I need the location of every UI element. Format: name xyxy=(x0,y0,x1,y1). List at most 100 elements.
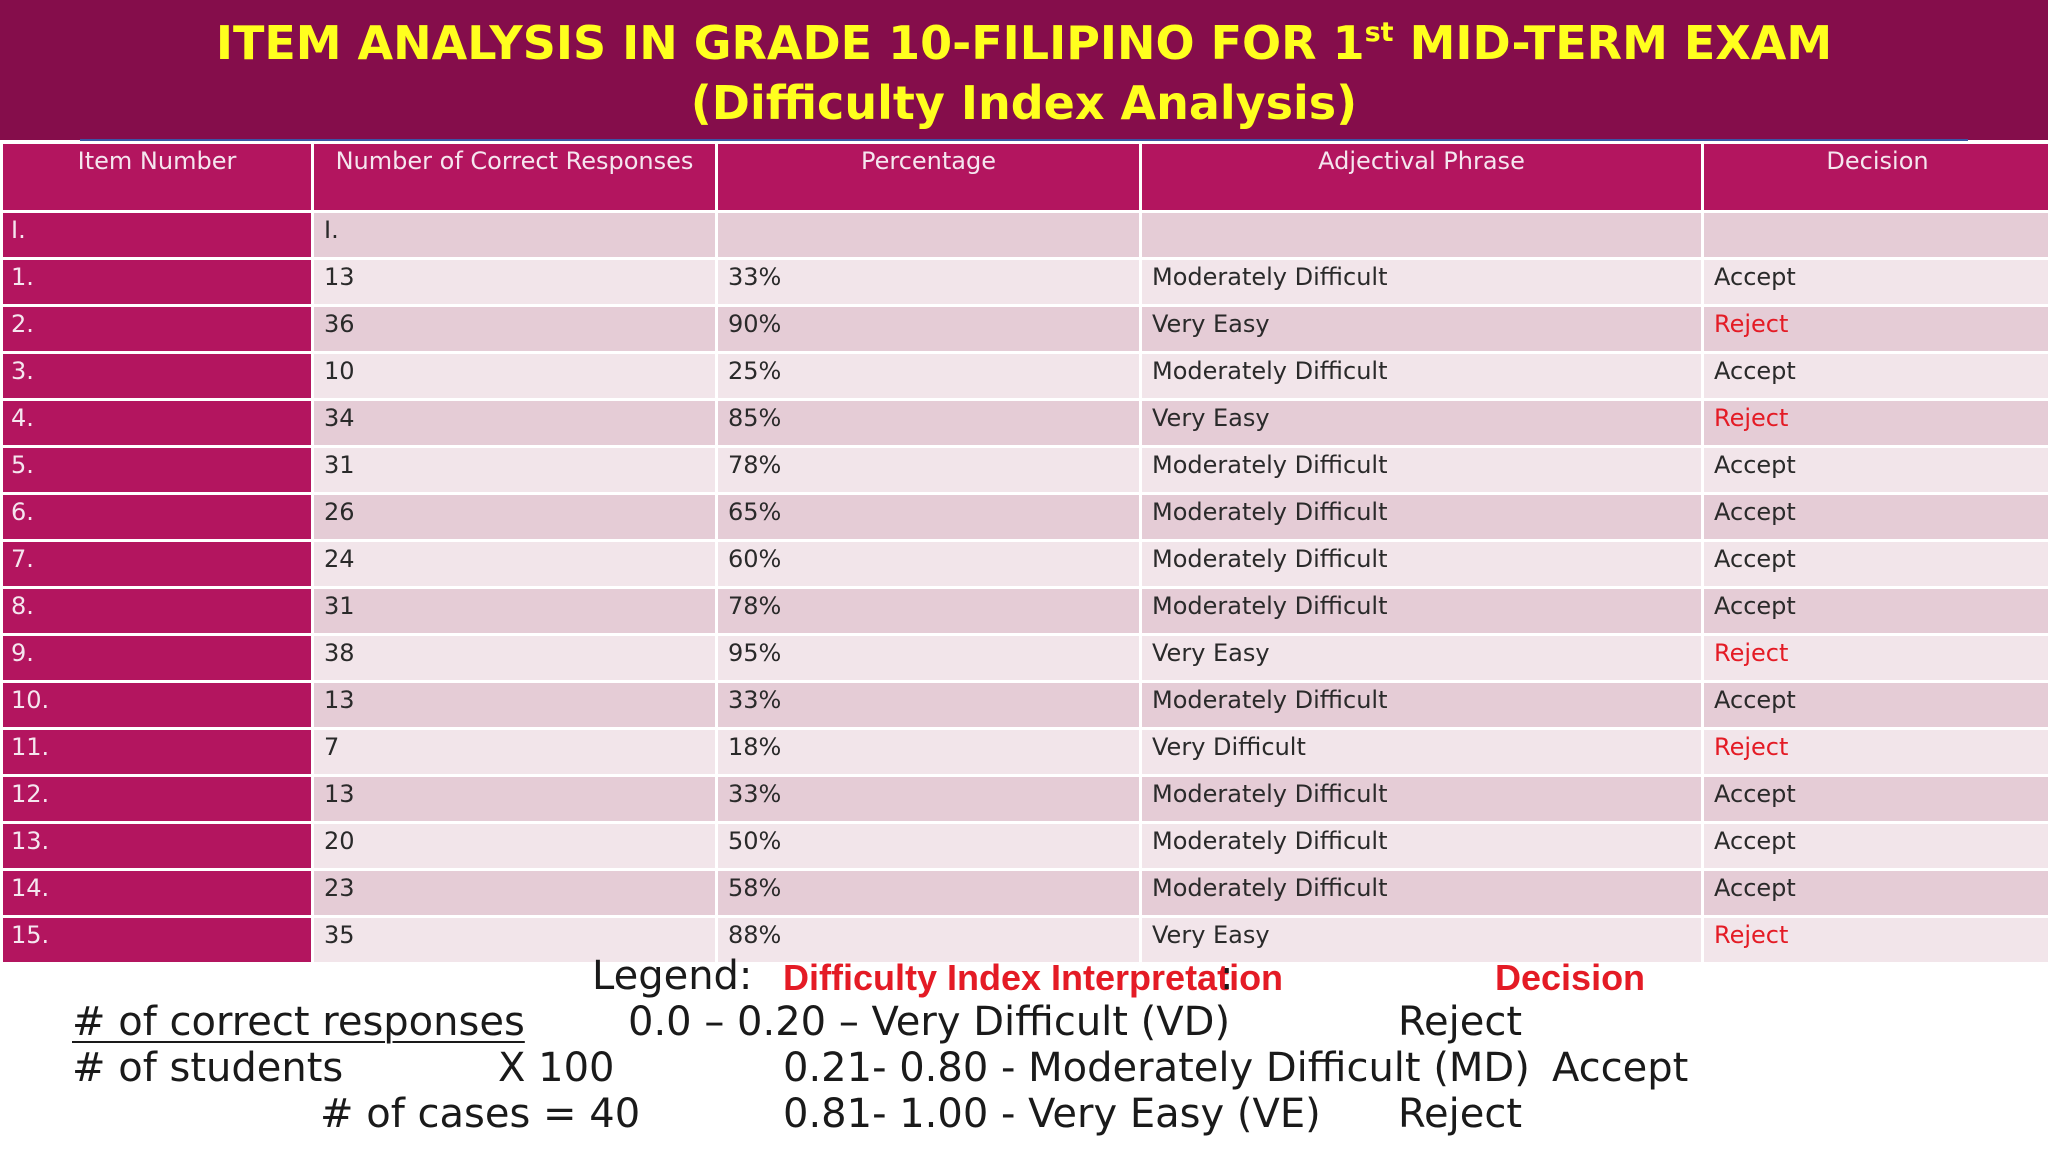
header-decision: Decision xyxy=(1704,144,2048,210)
adjectival-phrase-cell: Moderately Difficult xyxy=(1142,777,1701,821)
range-very-easy-decision: Reject xyxy=(1398,1091,1523,1137)
legend: Legend: Difficulty Index Interpretation … xyxy=(0,953,2048,1152)
item-number-cell: 6. xyxy=(3,495,311,539)
percentage-cell xyxy=(718,213,1139,257)
percentage-cell: 65% xyxy=(718,495,1139,539)
correct-responses-cell: 31 xyxy=(314,589,715,633)
header-correct-responses: Number of Correct Responses xyxy=(314,144,715,210)
percentage-cell: 25% xyxy=(718,354,1139,398)
adjectival-phrase-cell: Moderately Difficult xyxy=(1142,495,1701,539)
item-number-cell: 5. xyxy=(3,448,311,492)
table-row: 9. 38 95% Very Easy Reject xyxy=(3,636,2048,680)
percentage-cell: 58% xyxy=(718,871,1139,915)
formula-numerator: # of correct responses xyxy=(72,999,525,1045)
decision-cell: Accept xyxy=(1704,495,2048,539)
item-analysis-table: Item Number Number of Correct Responses … xyxy=(0,141,2048,965)
decision-cell: Accept xyxy=(1704,683,2048,727)
header-percentage: Percentage xyxy=(718,144,1139,210)
title-bar: ITEM ANALYSIS IN GRADE 10-FILIPINO FOR 1… xyxy=(0,0,2048,140)
percentage-cell: 78% xyxy=(718,589,1139,633)
table-row: 4. 34 85% Very Easy Reject xyxy=(3,401,2048,445)
legend-interpretation-heading: Difficulty Index Interpretation xyxy=(783,957,1284,998)
decision-cell: Reject xyxy=(1704,730,2048,774)
percentage-cell: 50% xyxy=(718,824,1139,868)
range-moderately-difficult-decision: Accept xyxy=(1552,1045,1689,1091)
adjectival-phrase-cell: Moderately Difficult xyxy=(1142,683,1701,727)
adjectival-phrase-cell: Moderately Difficult xyxy=(1142,448,1701,492)
adjectival-phrase-cell xyxy=(1142,213,1701,257)
decision-cell: Reject xyxy=(1704,636,2048,680)
correct-responses-cell: 23 xyxy=(314,871,715,915)
page-title: ITEM ANALYSIS IN GRADE 10-FILIPINO FOR 1… xyxy=(0,16,2048,70)
decision-cell: Reject xyxy=(1704,307,2048,351)
correct-responses-cell: 13 xyxy=(314,260,715,304)
correct-responses-cell: 24 xyxy=(314,542,715,586)
table-row: 12. 13 33% Moderately Difficult Accept xyxy=(3,777,2048,821)
title-text: ITEM ANALYSIS IN GRADE 10-FILIPINO FOR 1 xyxy=(215,16,1365,70)
adjectival-phrase-cell: Moderately Difficult xyxy=(1142,542,1701,586)
percentage-cell: 18% xyxy=(718,730,1139,774)
percentage-cell: 33% xyxy=(718,260,1139,304)
percentage-cell: 33% xyxy=(718,683,1139,727)
table-row: I. I. xyxy=(3,213,2048,257)
item-number-cell: 3. xyxy=(3,354,311,398)
table-row: 3. 10 25% Moderately Difficult Accept xyxy=(3,354,2048,398)
table-row: 2. 36 90% Very Easy Reject xyxy=(3,307,2048,351)
correct-responses-cell: 10 xyxy=(314,354,715,398)
range-very-easy: 0.81- 1.00 - Very Easy (VE) xyxy=(783,1091,1321,1137)
item-number-cell: 15. xyxy=(3,918,311,962)
legend-decision-heading: Decision xyxy=(1495,957,1646,998)
percentage-cell: 88% xyxy=(718,918,1139,962)
table-row: 11. 7 18% Very Difficult Reject xyxy=(3,730,2048,774)
legend-colon: : xyxy=(1220,953,1234,999)
adjectival-phrase-cell: Moderately Difficult xyxy=(1142,589,1701,633)
table-body: I. I. 1. 13 33% Moderately Difficult Accept 2. 3… xyxy=(3,213,2048,962)
title-divider xyxy=(80,139,1968,141)
table-row: 15. 35 88% Very Easy Reject xyxy=(3,918,2048,962)
page-subtitle: (Difficulty Index Analysis) xyxy=(690,76,1358,130)
item-number-cell: 1. xyxy=(3,260,311,304)
item-number-cell: 9. xyxy=(3,636,311,680)
table-row: 1. 13 33% Moderately Difficult Accept xyxy=(3,260,2048,304)
legend-label: Legend: xyxy=(592,953,753,999)
correct-responses-cell: 20 xyxy=(314,824,715,868)
item-number-cell: 11. xyxy=(3,730,311,774)
correct-responses-cell: 13 xyxy=(314,777,715,821)
correct-responses-cell: 35 xyxy=(314,918,715,962)
correct-responses-cell: 13 xyxy=(314,683,715,727)
range-very-difficult-decision: Reject xyxy=(1398,999,1523,1045)
table-row: 13. 20 50% Moderately Difficult Accept xyxy=(3,824,2048,868)
item-number-cell: 14. xyxy=(3,871,311,915)
decision-cell: Accept xyxy=(1704,871,2048,915)
percentage-cell: 90% xyxy=(718,307,1139,351)
percentage-cell: 33% xyxy=(718,777,1139,821)
formula-multiplier: X 100 xyxy=(498,1045,615,1091)
decision-cell: Accept xyxy=(1704,448,2048,492)
item-number-cell: 10. xyxy=(3,683,311,727)
decision-cell xyxy=(1704,213,2048,257)
decision-cell: Reject xyxy=(1704,918,2048,962)
correct-responses-cell: I. xyxy=(314,213,715,257)
decision-cell: Accept xyxy=(1704,824,2048,868)
item-number-cell: 12. xyxy=(3,777,311,821)
correct-responses-cell: 36 xyxy=(314,307,715,351)
adjectival-phrase-cell: Very Easy xyxy=(1142,636,1701,680)
adjectival-phrase-cell: Very Easy xyxy=(1142,401,1701,445)
item-number-cell: 8. xyxy=(3,589,311,633)
header-item-number: Item Number xyxy=(3,144,311,210)
correct-responses-cell: 34 xyxy=(314,401,715,445)
title-text-end: MID-TERM EXAM xyxy=(1393,16,1833,70)
formula-denominator: # of students xyxy=(72,1045,344,1091)
item-number-cell: 7. xyxy=(3,542,311,586)
correct-responses-cell: 7 xyxy=(314,730,715,774)
adjectival-phrase-cell: Very Easy xyxy=(1142,307,1701,351)
adjectival-phrase-cell: Very Easy xyxy=(1142,918,1701,962)
decision-cell: Accept xyxy=(1704,777,2048,821)
adjectival-phrase-cell: Very Difficult xyxy=(1142,730,1701,774)
table-header-row: Item Number Number of Correct Responses … xyxy=(3,144,2048,210)
correct-responses-cell: 38 xyxy=(314,636,715,680)
item-number-cell: 13. xyxy=(3,824,311,868)
title-superscript: st xyxy=(1364,17,1394,48)
decision-cell: Accept xyxy=(1704,354,2048,398)
table-row: 6. 26 65% Moderately Difficult Accept xyxy=(3,495,2048,539)
